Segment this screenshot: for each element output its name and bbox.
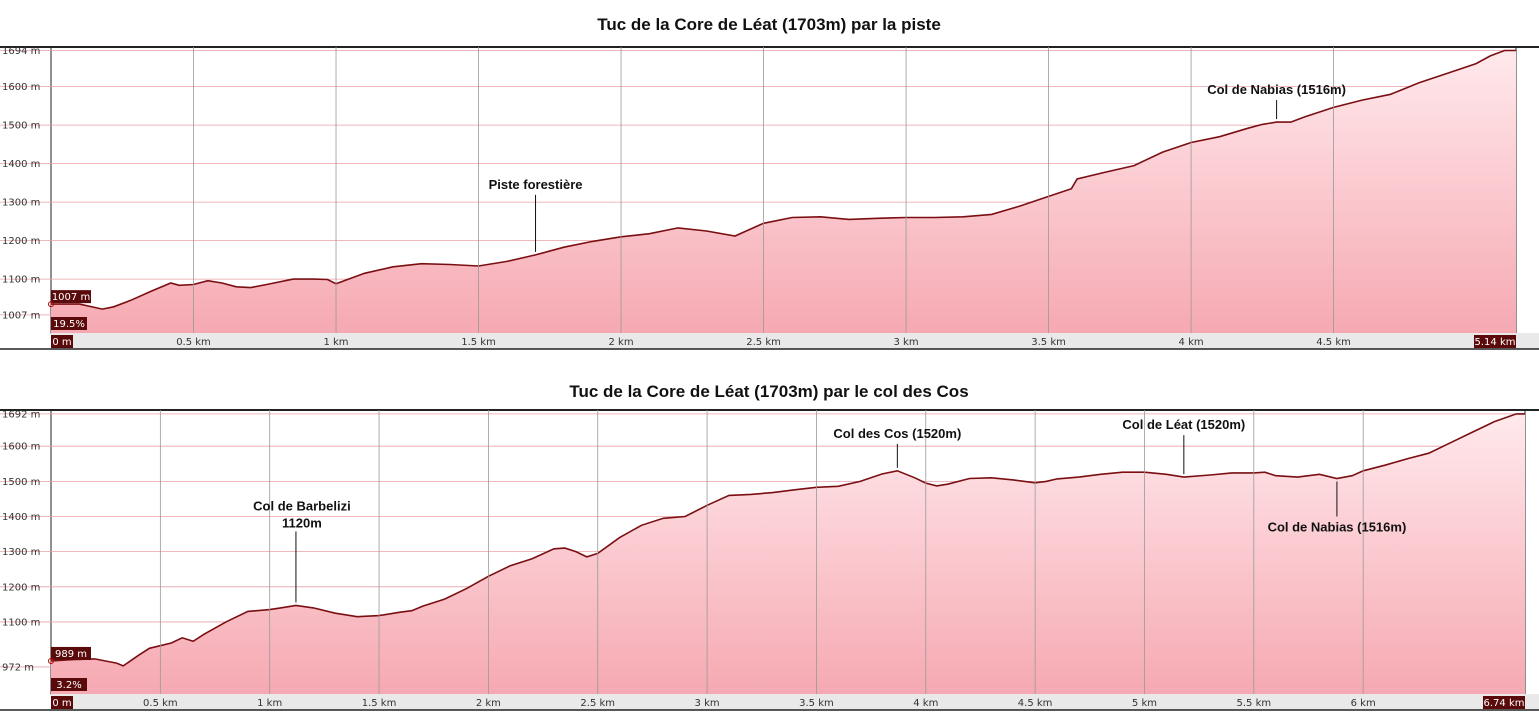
y-tick-label: 1200 m <box>2 236 40 247</box>
x-tick-label: 2.5 km <box>746 337 781 348</box>
x-tick-label: 3 km <box>695 698 720 709</box>
x-tick-label: 6 km <box>1351 698 1376 709</box>
annotation-label: Col de Léat (1520m) <box>1122 417 1245 432</box>
y-tick-label: 1300 m <box>2 198 40 209</box>
x-end-badge <box>1483 696 1525 709</box>
elevation-line <box>50 413 1525 667</box>
y-tick-label: 1200 m <box>2 582 40 593</box>
x-tick-label: 5 km <box>1132 698 1157 709</box>
x-tick-label: 4.5 km <box>1316 337 1351 348</box>
annotation-label: Col des Cos (1520m) <box>833 426 961 441</box>
annotation-label: Col de Barbelizi <box>253 498 351 513</box>
x-tick-label: 4.5 km <box>1018 698 1053 709</box>
x-tick-label: 6.74 km <box>1484 698 1525 709</box>
x-start-badge <box>51 335 73 348</box>
y-tick-label: 1600 m <box>2 82 40 93</box>
y-tick-label: 1007 m <box>2 310 40 321</box>
y-tick-label: 1400 m <box>2 159 40 170</box>
y-tick-label: 1500 m <box>2 477 40 488</box>
cursor-elevation-label: 989 m <box>55 649 87 660</box>
y-tick-label: 1400 m <box>2 512 40 523</box>
cursor-elevation-badge <box>51 646 91 660</box>
y-tick-label: 972 m <box>2 662 34 673</box>
annotation-label-line2: 1120m <box>282 515 322 530</box>
cursor-grade-badge <box>51 317 87 330</box>
cursor-elevation-label: 1007 m <box>52 292 90 303</box>
y-tick-label: 1100 m <box>2 617 40 628</box>
y-tick-label: 1600 m <box>2 442 40 453</box>
x-tick-label: 2.5 km <box>580 698 615 709</box>
x-tick-label: 2 km <box>608 337 633 348</box>
cursor-marker <box>48 301 54 308</box>
x-tick-label: 1 km <box>257 698 282 709</box>
x-tick-label: 3.5 km <box>799 698 834 709</box>
x-tick-label: 0 m <box>52 698 71 709</box>
annotation-label: Col de Nabias (1516m) <box>1268 520 1407 535</box>
x-start-badge <box>51 696 73 709</box>
y-tick-label: 1694 m <box>2 46 40 57</box>
x-tick-label: 1.5 km <box>461 337 496 348</box>
x-tick-label: 0 m <box>52 337 71 348</box>
x-tick-label: 0.5 km <box>143 698 178 709</box>
x-tick-label: 1.5 km <box>362 698 397 709</box>
y-tick-label: 1300 m <box>2 547 40 558</box>
x-tick-label: 5.14 km <box>1475 337 1516 348</box>
cursor-elevation-badge <box>51 290 91 304</box>
x-tick-label: 4 km <box>1179 337 1204 348</box>
x-axis-band <box>51 694 1539 710</box>
x-axis-band <box>51 333 1539 349</box>
elevation-area <box>51 50 1516 333</box>
x-tick-label: 2 km <box>476 698 501 709</box>
x-tick-label: 1 km <box>323 337 348 348</box>
x-tick-label: 3.5 km <box>1031 337 1066 348</box>
x-end-badge <box>1474 335 1516 348</box>
chart-title: Tuc de la Core de Léat (1703m) par le co… <box>569 382 968 401</box>
y-tick-label: 1500 m <box>2 121 40 132</box>
y-tick-label: 1100 m <box>2 275 40 286</box>
x-tick-label: 4 km <box>913 698 938 709</box>
elevation-chart-col-des-cos: Tuc de la Core de Léat (1703m) par le co… <box>0 382 1539 712</box>
elevation-chart-piste: Tuc de la Core de Léat (1703m) par la pi… <box>0 15 1539 351</box>
cursor-grade-label: 3.2% <box>56 680 81 691</box>
annotation-label: Col de Nabias (1516m) <box>1207 82 1346 97</box>
y-tick-label: 1692 m <box>2 409 40 420</box>
x-tick-label: 5.5 km <box>1237 698 1272 709</box>
elevation-line <box>51 49 1516 310</box>
annotation-label: Piste forestière <box>489 177 583 192</box>
cursor-grade-badge <box>51 678 87 691</box>
x-tick-label: 0.5 km <box>176 337 211 348</box>
elevation-area <box>51 413 1525 694</box>
x-tick-label: 3 km <box>894 337 919 348</box>
cursor-grade-label: 19.5% <box>53 319 85 330</box>
cursor-marker <box>48 657 54 664</box>
chart-title: Tuc de la Core de Léat (1703m) par la pi… <box>597 15 941 34</box>
